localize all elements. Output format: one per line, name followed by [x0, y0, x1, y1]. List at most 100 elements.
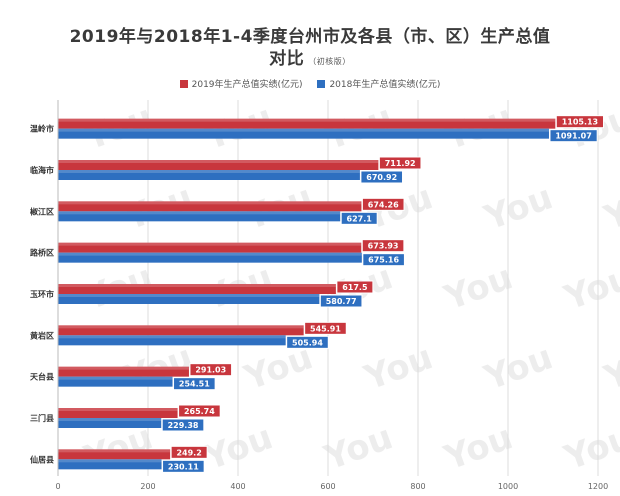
- watermark-mark: You: [598, 177, 620, 239]
- data-label-box: [361, 197, 405, 211]
- data-label: 711.92: [385, 159, 416, 168]
- x-tick-label: 800: [410, 482, 425, 491]
- y-tick-label: 玉环市: [30, 289, 54, 299]
- data-label-box: [173, 377, 216, 391]
- bar-2018: [58, 128, 549, 139]
- data-label: 617.5: [342, 283, 368, 292]
- bar-highlight: [58, 201, 362, 205]
- data-label-box: [304, 321, 347, 335]
- bar-2019: [58, 160, 379, 170]
- data-label: 249.2: [176, 448, 201, 457]
- data-label: 1091.07: [555, 132, 591, 141]
- y-tick-label: 温岭市: [30, 124, 54, 134]
- bar-2018: [58, 418, 162, 428]
- x-tick-label: 200: [140, 482, 155, 491]
- data-labels: 1105.13 1091.07 711.92 670.92 674.26 627.1 673…: [161, 115, 605, 473]
- bar-2019: [58, 366, 189, 377]
- bar-2019: [58, 284, 336, 294]
- legend-item-2019: 2019年生产总值实绩(亿元): [179, 77, 303, 90]
- data-label: 230.11: [168, 462, 199, 471]
- chart-title-second-line: 对比 （初核版）: [0, 44, 620, 69]
- bar-2018: [58, 335, 286, 346]
- chart-title: 2019年与2018年1-4季度台州市及各县（市、区）生产总值: [69, 27, 551, 47]
- x-tick-label: 1000: [498, 482, 518, 491]
- watermark-mark: You: [478, 177, 558, 239]
- y-tick-label: 天台县: [30, 372, 54, 382]
- watermark-mark: You: [558, 417, 620, 479]
- bar-2019: [58, 449, 171, 460]
- legend-swatch-2019: [179, 79, 188, 88]
- watermark-mark: You: [358, 337, 438, 399]
- y-tick-label: 椒江区: [30, 206, 54, 216]
- bar-highlight: [58, 284, 336, 287]
- data-label-box: [286, 335, 329, 349]
- bar-2018: [58, 170, 360, 180]
- data-label: 254.51: [179, 380, 210, 389]
- data-label-box: [161, 418, 205, 432]
- x-tick-label: 600: [320, 482, 335, 491]
- data-label-box: [555, 115, 605, 129]
- watermark-mark: You: [318, 417, 398, 479]
- data-label: 627.1: [347, 214, 373, 223]
- data-label: 265.74: [184, 407, 215, 416]
- chart-title-note: （初核版）: [308, 57, 351, 66]
- watermark-mark: You: [598, 337, 620, 399]
- watermark-mark: You: [478, 337, 558, 399]
- bar-highlight: [58, 449, 171, 453]
- y-tick-label: 临海市: [30, 165, 54, 175]
- data-label: 674.26: [368, 200, 399, 209]
- x-tick-label: 0: [55, 482, 60, 491]
- bar-highlight: [58, 242, 362, 246]
- watermark-mark: You: [438, 417, 518, 479]
- bar-highlight: [58, 376, 173, 380]
- legend-label-2019: 2019年生产总值实绩(亿元): [191, 80, 303, 90]
- bar-2018: [58, 252, 362, 263]
- bar-2019: [58, 408, 178, 418]
- data-label: 673.93: [368, 242, 399, 251]
- bar-highlight: [58, 294, 320, 297]
- bar-2019: [58, 201, 362, 212]
- watermark-mark: You: [558, 257, 620, 319]
- bar-highlight: [58, 366, 189, 370]
- y-tick-label: 黄岩区: [30, 330, 54, 340]
- data-label-box: [362, 253, 405, 267]
- data-label: 580.77: [326, 297, 357, 306]
- legend-label-2018: 2018年生产总值实绩(亿元): [329, 80, 441, 90]
- data-label-box: [170, 445, 208, 459]
- bars: [58, 118, 556, 470]
- axes: 0 200 400 600 800 1000 1200 温岭市临海市椒江区路桥区玉环市黄岩区天…: [30, 100, 608, 491]
- y-tick-label: 仙居县: [30, 454, 54, 464]
- watermark-mark: You: [438, 257, 518, 319]
- data-label: 675.16: [368, 256, 399, 265]
- data-label-box: [360, 170, 404, 184]
- bar-highlight: [58, 160, 379, 163]
- bar-highlight: [58, 418, 162, 421]
- x-tick-label: 1200: [588, 482, 608, 491]
- bar-highlight: [58, 118, 556, 122]
- chart-legend: 2019年生产总值实绩(亿元) 2018年生产总值实绩(亿元): [0, 77, 620, 91]
- bar-2018: [58, 459, 162, 470]
- bar-2019: [58, 325, 304, 336]
- data-label-box: [549, 129, 598, 143]
- chart-title-continued: 对比: [269, 49, 305, 69]
- y-tick-label: 三门县: [30, 413, 54, 423]
- data-label: 505.94: [292, 338, 323, 347]
- bar-2018: [58, 211, 341, 222]
- bar-highlight: [58, 128, 549, 132]
- data-label-box: [319, 294, 363, 308]
- bar-2019: [58, 118, 556, 129]
- bar-2018: [58, 376, 173, 387]
- bar-highlight: [58, 408, 178, 411]
- legend-item-2018: 2018年生产总值实绩(亿元): [317, 77, 440, 90]
- bar-2018: [58, 294, 320, 304]
- data-label: 545.91: [310, 324, 341, 333]
- data-label-box: [378, 156, 422, 170]
- bar-highlight: [58, 325, 304, 329]
- bar-2019: [58, 242, 362, 253]
- bar-highlight: [58, 252, 362, 256]
- data-label: 1105.13: [562, 118, 598, 127]
- data-label: 670.92: [366, 173, 397, 182]
- data-label-box: [189, 363, 233, 377]
